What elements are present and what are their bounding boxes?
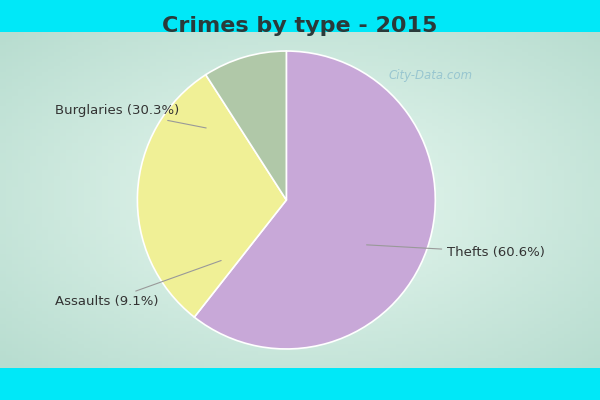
Wedge shape bbox=[206, 51, 286, 200]
Text: Assaults (9.1%): Assaults (9.1%) bbox=[55, 260, 221, 308]
Text: City-Data.com: City-Data.com bbox=[388, 69, 473, 82]
Text: Crimes by type - 2015: Crimes by type - 2015 bbox=[163, 16, 437, 36]
Wedge shape bbox=[194, 51, 436, 349]
Wedge shape bbox=[137, 75, 286, 317]
Text: Thefts (60.6%): Thefts (60.6%) bbox=[367, 245, 545, 259]
Text: Burglaries (30.3%): Burglaries (30.3%) bbox=[55, 104, 206, 128]
